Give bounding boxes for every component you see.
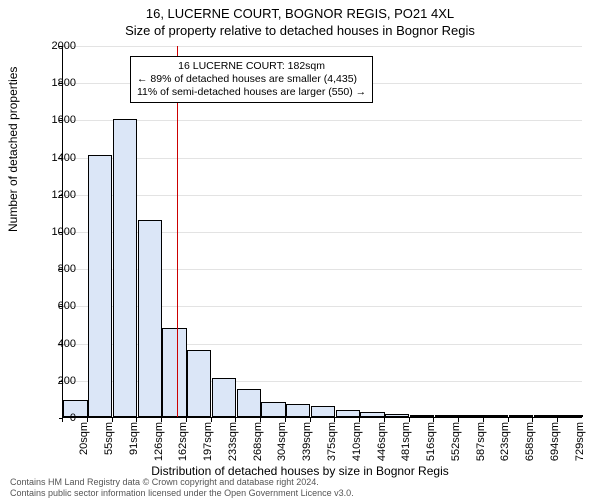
- gridline: [63, 195, 582, 196]
- xtick-mark: [310, 418, 311, 422]
- xtick-mark: [235, 418, 236, 422]
- xtick-mark: [211, 418, 212, 422]
- annotation-box: 16 LUCERNE COURT: 182sqm← 89% of detache…: [130, 56, 373, 103]
- histogram-bar: [459, 415, 483, 417]
- ytick-label: 200: [36, 375, 76, 387]
- xtick-label: 587sqm: [475, 422, 487, 461]
- xtick-label: 55sqm: [103, 422, 115, 455]
- xtick-label: 304sqm: [276, 422, 288, 461]
- xtick-mark: [557, 418, 558, 422]
- xtick-label: 481sqm: [400, 422, 412, 461]
- xtick-mark: [260, 418, 261, 422]
- xtick-mark: [87, 418, 88, 422]
- ytick-label: 1200: [36, 189, 76, 201]
- chart-title-main: 16, LUCERNE COURT, BOGNOR REGIS, PO21 4X…: [0, 0, 600, 21]
- xtick-label: 623sqm: [499, 422, 511, 461]
- credits-text: Contains HM Land Registry data © Crown c…: [10, 477, 354, 498]
- xtick-label: 268sqm: [252, 422, 264, 461]
- credit-line-2: Contains public sector information licen…: [10, 488, 354, 498]
- xtick-label: 729sqm: [574, 422, 586, 461]
- xtick-label: 410sqm: [351, 422, 363, 461]
- histogram-bar: [212, 378, 236, 417]
- histogram-bar: [113, 119, 137, 417]
- ytick-label: 1800: [36, 77, 76, 89]
- xtick-mark: [285, 418, 286, 422]
- x-axis-label: Distribution of detached houses by size …: [0, 464, 600, 478]
- histogram-bar: [410, 415, 434, 417]
- ytick-label: 1000: [36, 226, 76, 238]
- annotation-line: 16 LUCERNE COURT: 182sqm: [137, 60, 366, 73]
- gridline: [63, 158, 582, 159]
- xtick-mark: [483, 418, 484, 422]
- ytick-label: 1600: [36, 114, 76, 126]
- xtick-label: 91sqm: [128, 422, 140, 455]
- ytick-label: 400: [36, 338, 76, 350]
- histogram-bar: [484, 415, 508, 417]
- gridline: [63, 120, 582, 121]
- histogram-bar: [187, 350, 211, 417]
- histogram-bar: [261, 402, 285, 417]
- xtick-mark: [433, 418, 434, 422]
- xtick-label: 162sqm: [177, 422, 189, 461]
- ytick-label: 1400: [36, 152, 76, 164]
- xtick-label: 375sqm: [326, 422, 338, 461]
- histogram-bar: [385, 414, 409, 417]
- annotation-line: ← 89% of detached houses are smaller (4,…: [137, 73, 366, 86]
- xtick-label: 446sqm: [376, 422, 388, 461]
- xtick-mark: [532, 418, 533, 422]
- chart-title-sub: Size of property relative to detached ho…: [0, 21, 600, 38]
- histogram-bar: [311, 406, 335, 417]
- xtick-label: 339sqm: [301, 422, 313, 461]
- xtick-label: 552sqm: [450, 422, 462, 461]
- xtick-label: 516sqm: [425, 422, 437, 461]
- xtick-mark: [359, 418, 360, 422]
- xtick-label: 233sqm: [227, 422, 239, 461]
- histogram-bar: [138, 220, 162, 417]
- histogram-bar: [360, 412, 384, 417]
- ytick-label: 800: [36, 263, 76, 275]
- xtick-mark: [409, 418, 410, 422]
- xtick-label: 197sqm: [202, 422, 214, 461]
- xtick-mark: [508, 418, 509, 422]
- histogram-bar: [162, 328, 186, 417]
- histogram-bar: [558, 415, 582, 417]
- ytick-label: 0: [36, 412, 76, 424]
- histogram-bar: [286, 404, 310, 417]
- xtick-label: 20sqm: [78, 422, 90, 455]
- gridline: [63, 46, 582, 47]
- ytick-label: 600: [36, 300, 76, 312]
- histogram-bar: [237, 389, 261, 417]
- xtick-label: 694sqm: [549, 422, 561, 461]
- xtick-label: 658sqm: [524, 422, 536, 461]
- annotation-line: 11% of semi-detached houses are larger (…: [137, 86, 366, 99]
- histogram-bar: [509, 415, 533, 417]
- xtick-label: 126sqm: [153, 422, 165, 461]
- ytick-label: 2000: [36, 40, 76, 52]
- xtick-mark: [136, 418, 137, 422]
- xtick-mark: [112, 418, 113, 422]
- xtick-mark: [384, 418, 385, 422]
- histogram-bar: [534, 415, 558, 417]
- xtick-mark: [458, 418, 459, 422]
- histogram-bar: [88, 155, 112, 417]
- xtick-mark: [186, 418, 187, 422]
- xtick-mark: [161, 418, 162, 422]
- credit-line-1: Contains HM Land Registry data © Crown c…: [10, 477, 354, 487]
- histogram-bar: [336, 410, 360, 417]
- xtick-mark: [334, 418, 335, 422]
- y-axis-label: Number of detached properties: [6, 67, 20, 232]
- chart-container: 16, LUCERNE COURT, BOGNOR REGIS, PO21 4X…: [0, 0, 600, 500]
- histogram-bar: [435, 415, 459, 417]
